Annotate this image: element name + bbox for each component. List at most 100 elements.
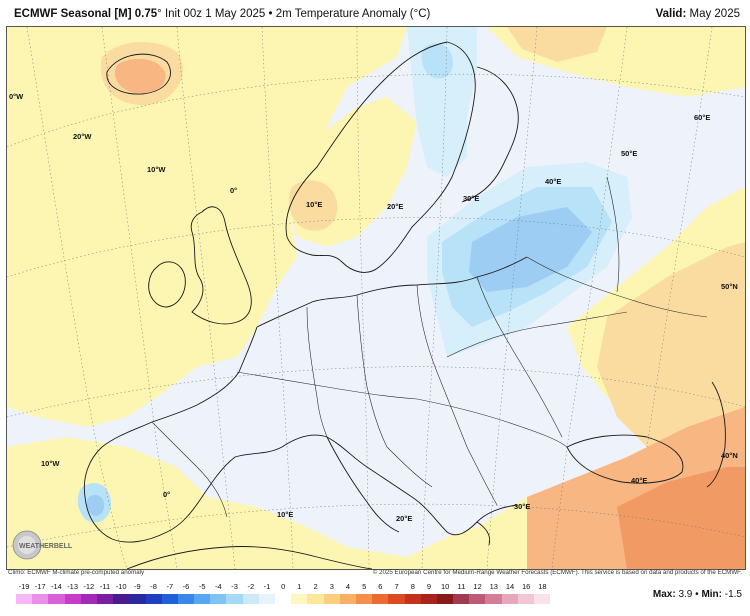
legend-tick-label: -6 [182, 582, 190, 591]
legend-tick-label: -3 [231, 582, 238, 591]
legend-tick-label: 6 [378, 582, 383, 591]
legend-tick-label: 9 [426, 582, 432, 591]
legend-tick-label: -2 [247, 582, 255, 591]
anomaly-map[interactable]: 0°W 20°W 10°W 0° 10°E 20°E 30°E 40°E 50°… [6, 26, 746, 570]
legend-tick-label: 2 [313, 582, 318, 591]
legend-swatch [323, 594, 340, 604]
legend-swatch [453, 594, 470, 604]
legend-swatch [485, 594, 502, 604]
legend-swatch [339, 594, 356, 604]
legend-tick-label: 12 [473, 582, 482, 591]
model-name: ECMWF Seasonal [M] 0.75 [14, 8, 158, 20]
legend-swatch [420, 594, 437, 604]
map-canvas: 0°W 20°W 10°W 0° 10°E 20°E 30°E 40°E 50°… [7, 27, 745, 569]
legend-swatch [275, 594, 292, 604]
legend-labels: -19 -17 -14 -13 -12 -11 -10 -9 -8 -7 -6 -5 -4 -3 -2 -1 0… [6, 582, 547, 593]
legend-tick-label: 5 [362, 582, 367, 591]
logo-text: WEATHERBELL [19, 543, 73, 550]
min-label: Min: [701, 589, 722, 600]
legend-tick-label: -9 [134, 582, 141, 591]
legend-tick-label: 0 [281, 582, 286, 591]
legend-tick-label: 1 [297, 582, 302, 591]
legend-tick-label: -5 [198, 582, 206, 591]
grid-label: 30°E [514, 502, 530, 511]
legend-tick-label: 7 [394, 582, 399, 591]
legend-swatch [210, 594, 227, 604]
valid-label: Valid: [655, 8, 687, 20]
hot-patch-iceland [115, 58, 166, 94]
legend-swatch [436, 594, 454, 604]
grid-label: 50°N [721, 282, 738, 291]
legend-bar [16, 594, 551, 604]
legend-swatch [501, 594, 518, 604]
legend-swatch [355, 594, 373, 604]
grid-label: 40°E [631, 476, 647, 485]
separator: • [268, 8, 273, 20]
legend-tick-label: -11 [99, 582, 111, 591]
legend-swatch [16, 594, 33, 604]
legend-swatch [242, 594, 259, 604]
separator: • [695, 589, 699, 600]
legend-tick-label: 3 [329, 582, 334, 591]
warm-patch-norway [288, 180, 338, 231]
legend-swatch [291, 594, 308, 604]
max-value: 3.9 [678, 589, 693, 600]
warm-patch-nerussia [507, 27, 607, 62]
grid-label: 10°W [147, 165, 166, 174]
legend-swatch [307, 594, 324, 604]
legend-tick-label: 8 [410, 582, 415, 591]
grid-label: 0° [230, 186, 237, 195]
legend-swatch [145, 594, 162, 604]
cold-region-russia [469, 207, 592, 292]
credits: Climo: ECMWF M-climate pre-computed anom… [6, 569, 744, 579]
weatherbell-logo: WEATHERBELL [12, 530, 73, 560]
legend-tick-label: -19 [18, 582, 30, 591]
legend-tick-label: 13 [489, 582, 498, 591]
legend-tick-label: -14 [50, 582, 62, 591]
legend-swatch [177, 594, 195, 604]
hot-core-southeast [617, 467, 745, 569]
legend-swatch [161, 594, 178, 604]
legend-tick-label: -10 [115, 582, 127, 591]
init-time: Init 00z 1 May 2025 [164, 8, 266, 20]
header: ECMWF Seasonal [M] 0.75° Init 00z 1 May … [0, 0, 750, 26]
max-label: Max: [652, 589, 676, 600]
grid-label: 60°E [694, 113, 710, 122]
legend-tick-label: 10 [441, 582, 450, 591]
legend-swatch [534, 594, 551, 604]
legend-swatch [96, 594, 114, 604]
cool-patch-lapland [421, 43, 454, 79]
legend-tick-label: 14 [505, 582, 515, 591]
legend-tick-label: -13 [67, 582, 79, 591]
min-value: -1.5 [724, 589, 742, 600]
legend-swatch [48, 594, 65, 604]
legend-swatch [469, 594, 486, 604]
legend-tick-label: -17 [34, 582, 46, 591]
climo-note: Climo: ECMWF M-climate pre-computed anom… [8, 569, 145, 576]
grid-label: 50°E [621, 149, 637, 158]
grid-label: 0° [163, 490, 170, 499]
warm-patch-east [597, 242, 745, 467]
cool-patch-iberia-inner [86, 495, 105, 516]
graticule [7, 27, 745, 569]
legend-tick-label: -12 [83, 582, 95, 591]
legend-swatch [32, 594, 49, 604]
legend-swatch [388, 594, 405, 604]
grid-label: 10°E [277, 510, 293, 519]
coastlines [83, 41, 726, 569]
legend-tick-label: -7 [166, 582, 174, 591]
grid-label: 20°E [387, 202, 403, 211]
grid-label: 10°E [306, 200, 322, 209]
legend-swatch [258, 594, 275, 604]
legend-swatch [113, 594, 130, 604]
legend-swatch [64, 594, 81, 604]
grid-label: 30°E [463, 194, 479, 203]
legend-tick-label: 11 [457, 582, 466, 591]
map-title: ECMWF Seasonal [M] 0.75° Init 00z 1 May … [14, 8, 430, 20]
grid-label: 40°E [545, 177, 561, 186]
legend-tick-label: 16 [522, 582, 531, 591]
grid-labels: 0°W 20°W 10°W 0° 10°E 20°E 30°E 40°E 50°… [9, 92, 738, 523]
grid-label: 40°N [721, 451, 738, 460]
legend-swatch [404, 594, 421, 604]
legend-swatch [226, 594, 243, 604]
